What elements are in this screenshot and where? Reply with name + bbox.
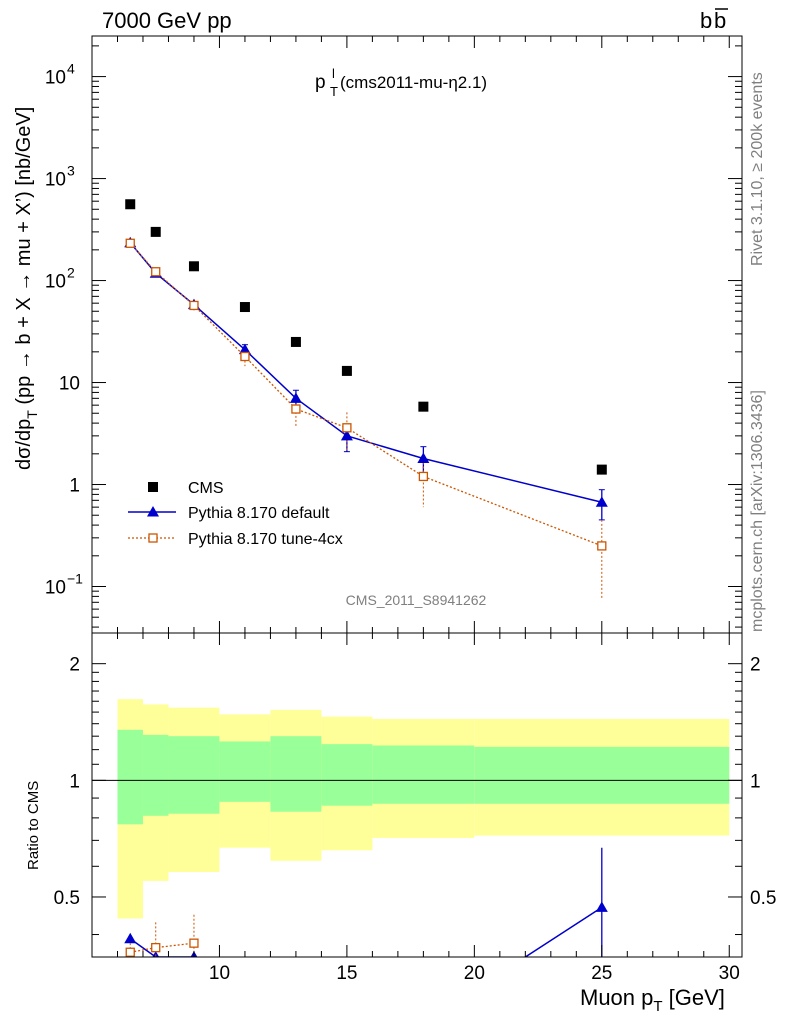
y-axis-label-pre: dσ/dp	[13, 419, 35, 470]
marker-tune4cx	[418, 471, 429, 482]
y-tick-label: 10	[59, 374, 80, 395]
marker-tune4cx	[597, 541, 607, 551]
svg-text:Muon pT [GeV]: Muon pT [GeV]	[580, 985, 725, 1015]
legend-marker-cms	[148, 482, 158, 492]
x-tick-label: 20	[464, 963, 485, 984]
marker-cms	[125, 199, 136, 210]
ratio-marker-tune4cx	[151, 942, 161, 953]
x-axis-label-sub: T	[653, 998, 662, 1015]
ratio-bands	[117, 699, 730, 919]
ratio-line-default	[129, 906, 603, 957]
header-right: b b	[700, 8, 728, 33]
y-axis-label-post: (pp → b + X → mu + X’) [nb/GeV]	[13, 107, 35, 410]
ratio-band-inner	[474, 746, 730, 804]
legend-label: Pythia 8.170 default	[188, 505, 330, 522]
marker-cms	[418, 401, 429, 412]
ratio-band-inner	[270, 736, 322, 812]
y-tick-exponent: −1	[67, 571, 83, 587]
ratio-band-inner	[168, 736, 220, 814]
header-right-main: b	[700, 8, 712, 33]
analysis-watermark: CMS_2011_S8941262	[346, 592, 487, 608]
ratio-lines	[124, 847, 608, 957]
ratio-marker-default	[124, 932, 137, 944]
ratio-band-inner	[219, 741, 271, 802]
legend-label: CMS	[188, 480, 224, 497]
marker-cms	[596, 464, 607, 475]
legend-label: Pythia 8.170 tune-4cx	[188, 531, 343, 548]
ratio-tick-label-right: 2	[750, 655, 761, 676]
ratio-tick-label-left: 0.5	[54, 888, 80, 909]
x-tick-label: 30	[719, 963, 740, 984]
marker-tune4cx	[151, 267, 161, 277]
plot-title-sup: l	[332, 66, 335, 81]
x-tick-label: 10	[209, 963, 230, 984]
marker-default	[595, 496, 608, 507]
ratio-panel: 0.5 0.5 1 1 2 2	[54, 632, 776, 958]
marker-tune4cx	[125, 238, 135, 248]
y-tick-label: 10	[45, 68, 66, 89]
y-tick-exponent: 3	[67, 163, 75, 179]
marker-cms	[150, 226, 161, 237]
legend-marker-default	[147, 506, 159, 517]
y-axis-label: dσ/dpT (pp → b + X → mu + X’) [nb/GeV]	[13, 107, 40, 470]
marker-tune4cx	[342, 423, 352, 433]
y-tick-label: 1	[69, 476, 80, 497]
marker-tune4cx	[189, 300, 199, 311]
x-tick-label: 15	[336, 963, 357, 984]
marker-default	[238, 343, 251, 355]
ratio-band-inner	[142, 734, 169, 816]
x-axis-label: Muon pT [GeV]	[580, 985, 725, 1015]
legend-marker-tune4cx	[148, 533, 158, 543]
ratio-marker-default	[595, 901, 608, 912]
marker-cms	[341, 365, 352, 376]
marker-default	[417, 452, 430, 463]
marker-tune4cx	[240, 351, 250, 362]
y-tick-label: 10	[45, 272, 66, 293]
line-tune4cx	[129, 242, 603, 547]
ratio-tick-label-right: 0.5	[750, 888, 776, 909]
marker-cms	[188, 261, 199, 272]
ratio-y-axis-label: Ratio to CMS	[25, 781, 42, 870]
plot-title-rest: (cms2011-mu-η2.1)	[340, 73, 487, 92]
ratio-band-inner	[117, 729, 143, 825]
legend: CMS Pythia 8.170 default Pythia 8.170 tune…	[128, 480, 343, 548]
line-default	[129, 242, 602, 503]
marker-cms	[239, 302, 250, 313]
plot-title-main: p	[315, 72, 326, 93]
x-tick-label: 25	[591, 963, 612, 984]
y-tick-label: 10	[45, 170, 66, 191]
ratio-frame	[91, 632, 743, 958]
marker-default	[340, 429, 353, 441]
mcplots-label: mcplots.cern.ch [arXiv:1306.3436]	[749, 390, 766, 632]
y-tick-exponent: 2	[67, 265, 75, 281]
svg-text:dσ/dpT (pp → b + X → mu + X’): dσ/dpT (pp → b + X → mu + X’) [nb/GeV]	[13, 107, 40, 470]
y-tick-exponent: 4	[67, 61, 75, 77]
plot-title-sub: T	[330, 84, 338, 99]
marker-default	[289, 392, 302, 403]
ratio-marker-default	[152, 951, 160, 957]
marker-tune4cx	[291, 404, 301, 414]
marker-cms	[290, 336, 301, 347]
plot-title: p l T (cms2011-mu-η2.1)	[315, 66, 487, 99]
ratio-tick-label-right: 1	[750, 771, 761, 792]
ratio-tick-label-left: 2	[69, 655, 80, 676]
ratio-line-tune4cx	[130, 942, 195, 953]
header-left: 7000 GeV pp	[102, 8, 232, 33]
header-right-bar: b	[714, 8, 726, 33]
ratio-marker-tune4cx	[189, 938, 199, 948]
ratio-band-inner	[321, 744, 373, 806]
x-axis-label-main: Muon p	[580, 985, 653, 1010]
y-tick-label: 10	[45, 578, 66, 599]
y-axis-label-sub: T	[24, 410, 40, 419]
ratio-tick-label-left: 1	[69, 771, 80, 792]
rivet-label: Rivet 3.1.10, ≥ 200k events	[749, 72, 766, 266]
ratio-marker-tune4cx	[125, 947, 135, 957]
ratio-band-inner	[372, 745, 475, 804]
x-axis-label-rest: [GeV]	[663, 985, 725, 1010]
